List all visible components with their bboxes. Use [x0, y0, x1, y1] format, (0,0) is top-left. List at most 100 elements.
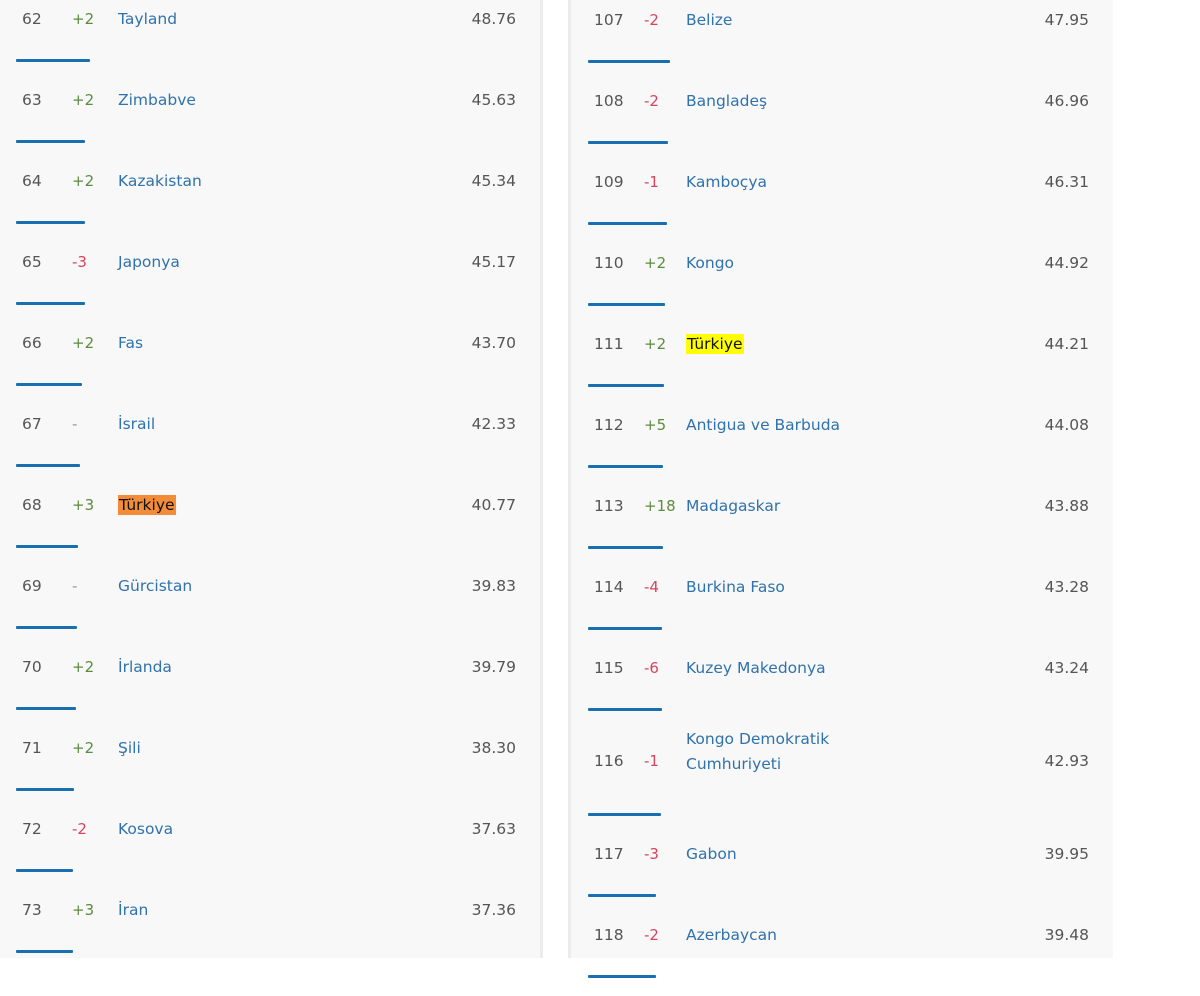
table-row: 69 - Gürcistan 39.83 [0, 566, 540, 647]
ranking-column-right: 107 -2 Belize 47.95 108 -2 Bangladeş 46.96 109 -1… [568, 0, 1113, 978]
score-bar [588, 222, 667, 225]
rank-change: +3 [72, 496, 95, 514]
country-link[interactable]: Madagaskar [686, 497, 781, 515]
table-row: 71 +2 Şili 38.30 [0, 728, 540, 809]
country-link[interactable]: Fas [118, 334, 144, 352]
country-link[interactable]: Kuzey Makedonya [686, 659, 826, 677]
rank-number: 62 [22, 10, 42, 28]
country-link[interactable]: İran [118, 901, 149, 919]
rank-change: -2 [644, 926, 659, 944]
score-bar [588, 303, 665, 306]
country-link[interactable]: Kongo Demokratik Cumhuriyeti [686, 730, 830, 773]
score-value: 47.95 [1044, 11, 1089, 29]
score-value: 43.70 [471, 334, 516, 352]
rank-number: 111 [594, 335, 624, 353]
rank-number: 112 [594, 416, 624, 434]
country-link[interactable]: Burkina Faso [686, 578, 785, 596]
country-link[interactable]: Şili [118, 739, 141, 757]
rank-change: +2 [72, 658, 95, 676]
rank-number: 73 [22, 901, 42, 919]
table-row: 117 -3 Gabon 39.95 [571, 834, 1113, 915]
score-bar [588, 975, 656, 978]
score-value: 39.83 [471, 577, 516, 595]
rank-number: 116 [594, 752, 624, 770]
score-value: 39.95 [1044, 845, 1089, 863]
score-value: 39.79 [471, 658, 516, 676]
table-row: 73 +3 İran 37.36 [0, 890, 540, 971]
rank-change: +2 [644, 254, 667, 272]
rank-number: 66 [22, 334, 42, 352]
country-link[interactable]: Türkiye [118, 495, 176, 515]
score-value: 45.34 [471, 172, 516, 190]
rank-change: +2 [72, 172, 95, 190]
rank-change: +5 [644, 416, 667, 434]
score-bar [16, 626, 77, 629]
score-value: 40.77 [471, 496, 516, 514]
score-bar [16, 383, 82, 386]
country-link[interactable]: Kosova [118, 820, 174, 838]
table-row: 109 -1 Kamboçya 46.31 [571, 162, 1113, 243]
country-link[interactable]: Japonya [118, 253, 180, 271]
score-bar [16, 545, 78, 548]
rank-change: - [72, 577, 78, 595]
score-value: 44.21 [1044, 335, 1089, 353]
country-link[interactable]: Tayland [118, 10, 178, 28]
rank-number: 109 [594, 173, 624, 191]
rank-number: 108 [594, 92, 624, 110]
table-row: 107 -2 Belize 47.95 [571, 0, 1113, 81]
rank-change: +18 [644, 497, 676, 515]
rank-change: - [72, 415, 78, 433]
table-row: 62 +2 Tayland 48.76 [0, 0, 540, 80]
country-link[interactable]: Gürcistan [118, 577, 193, 595]
score-value: 45.17 [471, 253, 516, 271]
country-link[interactable]: İsrail [118, 415, 156, 433]
rank-change: -1 [644, 752, 659, 770]
rank-number: 67 [22, 415, 42, 433]
table-row: 116 -1 Kongo Demokratik Cumhuriyeti 42.93 [571, 729, 1113, 834]
score-value: 43.88 [1044, 497, 1089, 515]
country-link[interactable]: Türkiye [686, 334, 744, 354]
rank-number: 71 [22, 739, 42, 757]
score-value: 42.93 [1044, 752, 1089, 770]
table-row: 66 +2 Fas 43.70 [0, 323, 540, 404]
country-link[interactable]: Kazakistan [118, 172, 202, 190]
score-value: 48.76 [471, 10, 516, 28]
country-link[interactable]: Antigua ve Barbuda [686, 416, 841, 434]
country-link[interactable]: Belize [686, 11, 733, 29]
rank-change: -1 [644, 173, 659, 191]
score-value: 43.28 [1044, 578, 1089, 596]
score-value: 37.36 [471, 901, 516, 919]
country-link[interactable]: Azerbaycan [686, 926, 778, 944]
score-bar [16, 302, 85, 305]
table-row: 68 +3 Türkiye 40.77 [0, 485, 540, 566]
ranking-list-right: 107 -2 Belize 47.95 108 -2 Bangladeş 46.96 109 -1… [571, 0, 1113, 996]
country-link[interactable]: Gabon [686, 845, 737, 863]
country-link[interactable]: Zimbabve [118, 91, 196, 109]
country-link[interactable]: Bangladeş [686, 92, 768, 110]
rank-change: -3 [72, 253, 87, 271]
table-row: 111 +2 Türkiye 44.21 [571, 324, 1113, 405]
rank-change: -6 [644, 659, 659, 677]
table-row: 112 +5 Antigua ve Barbuda 44.08 [571, 405, 1113, 486]
score-value: 43.24 [1044, 659, 1089, 677]
table-row: 110 +2 Kongo 44.92 [571, 243, 1113, 324]
score-bar [588, 384, 664, 387]
score-bar [16, 59, 90, 62]
score-value: 42.33 [471, 415, 516, 433]
score-value: 45.63 [471, 91, 516, 109]
country-link[interactable]: Kamboçya [686, 173, 768, 191]
score-value: 38.30 [471, 739, 516, 757]
table-row: 108 -2 Bangladeş 46.96 [571, 81, 1113, 162]
ranking-list-left: 62 +2 Tayland 48.76 63 +2 Zimbabve 45.63 64 +2 Kaz… [0, 0, 540, 971]
score-bar [16, 140, 85, 143]
score-bar [588, 813, 661, 816]
rank-change: -2 [72, 820, 87, 838]
rank-change: +3 [72, 901, 95, 919]
score-bar [16, 869, 73, 872]
country-link[interactable]: İrlanda [118, 658, 172, 676]
rank-change: -2 [644, 11, 659, 29]
score-bar [588, 465, 663, 468]
score-value: 37.63 [471, 820, 516, 838]
country-link[interactable]: Kongo [686, 254, 735, 272]
table-row: 118 -2 Azerbaycan 39.48 [571, 915, 1113, 996]
